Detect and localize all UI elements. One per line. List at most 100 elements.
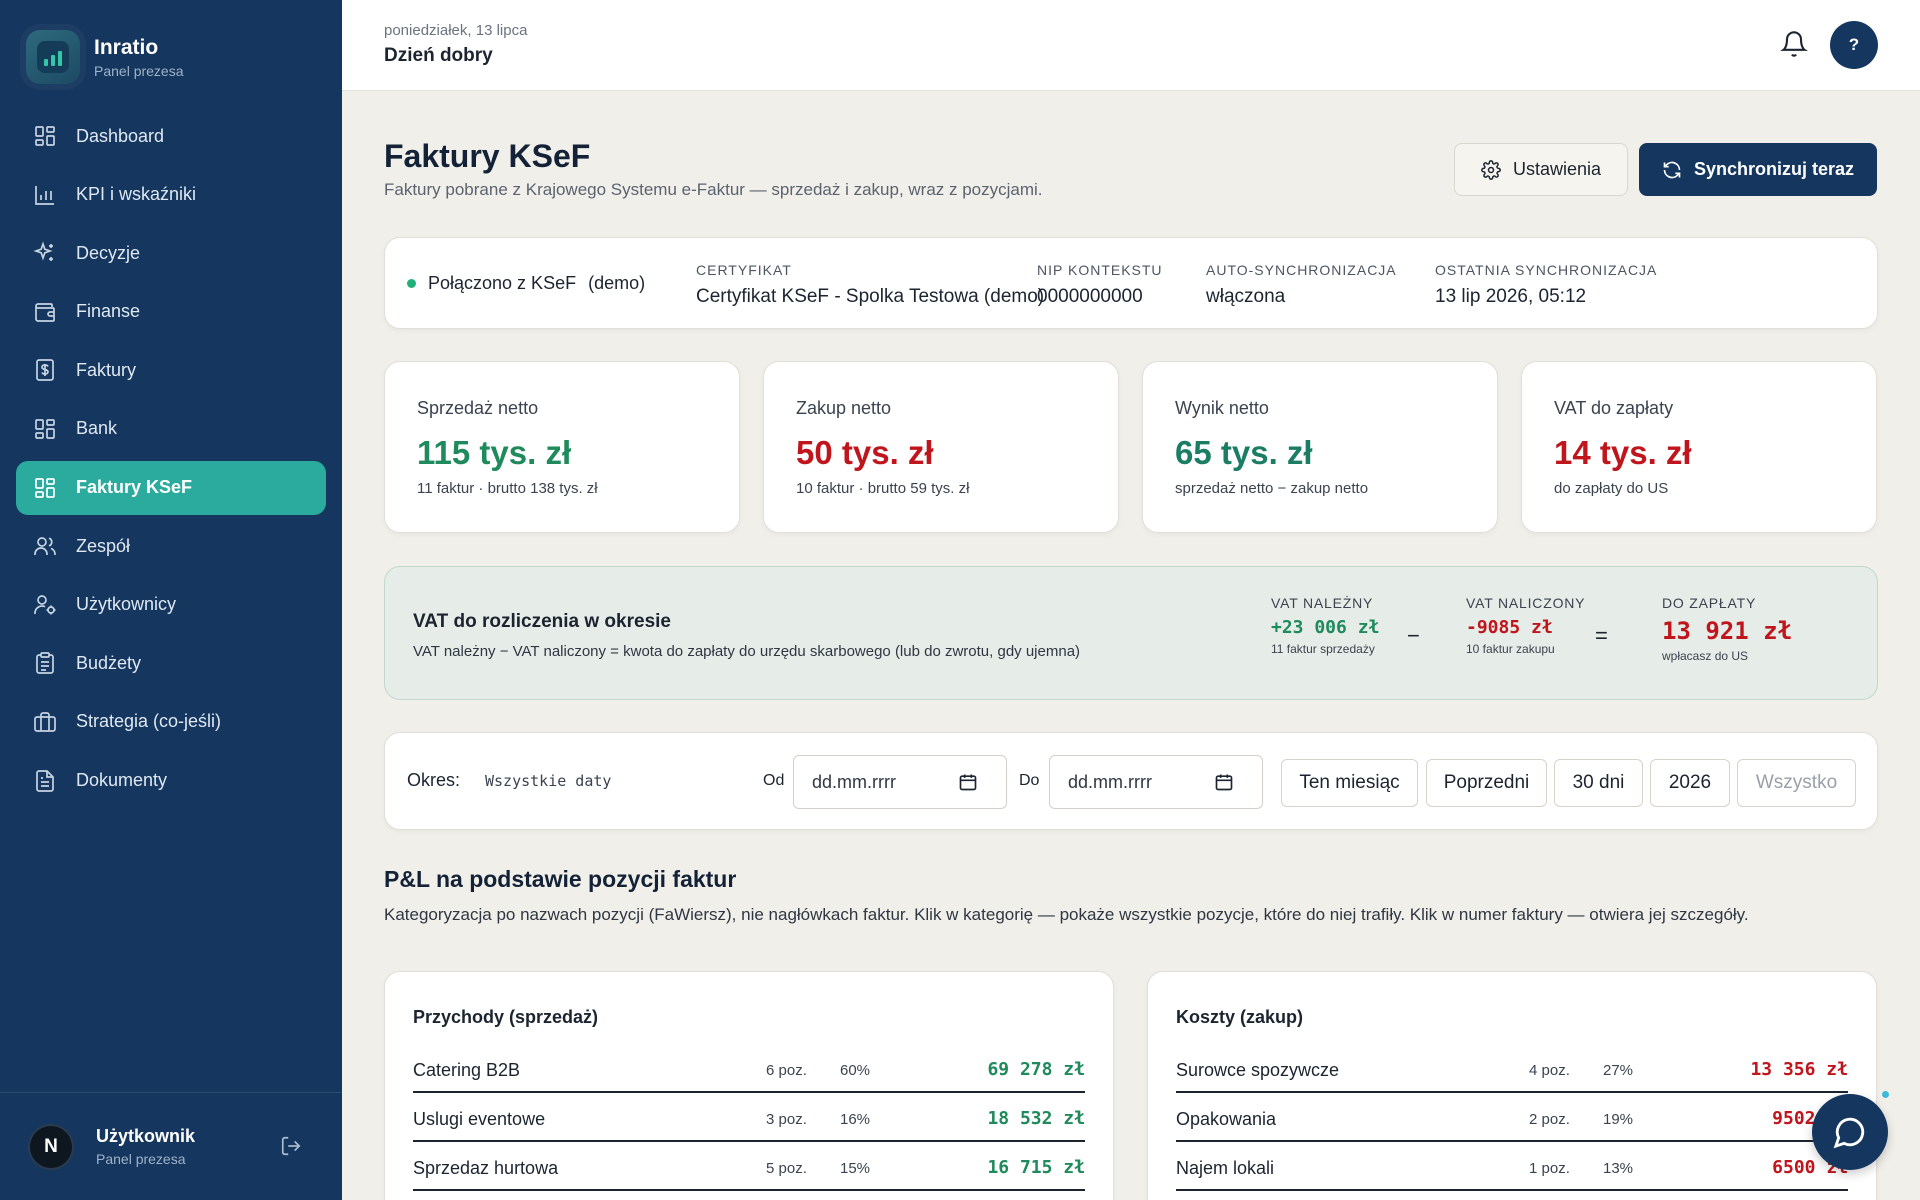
category-percent: 16%	[840, 1111, 871, 1128]
chip-year[interactable]: 2026	[1650, 759, 1730, 807]
category-row[interactable]: Surowce spozywcze 4 poz. 27% 13 356 zł	[1176, 1044, 1848, 1093]
category-amount: 69 278 zł	[987, 1059, 1085, 1080]
sidebar-item-users[interactable]: Użytkownicy	[16, 578, 326, 632]
category-row[interactable]: Catering B2B 6 poz. 60% 69 278 zł	[413, 1044, 1085, 1093]
certificate-label: CERTYFIKAT	[696, 262, 792, 278]
revenue-title: Przychody (sprzedaż)	[413, 1007, 599, 1027]
gear-icon	[1481, 159, 1501, 180]
category-name: Najem lokali	[1176, 1158, 1275, 1178]
sidebar-item-label: Użytkownicy	[76, 594, 177, 615]
sidebar: Inratio Panel prezesa Dashboard KPI i ws…	[0, 0, 342, 1200]
category-name: Sprzedaz hurtowa	[413, 1158, 559, 1178]
kpi-card-net-result[interactable]: Wynik netto 65 tys. zł sprzedaż netto − …	[1142, 361, 1498, 533]
brand[interactable]: Inratio Panel prezesa	[26, 30, 184, 84]
clipboard-icon	[32, 650, 58, 676]
sidebar-item-label: Decyzje	[76, 242, 141, 263]
sidebar-item-finance[interactable]: Finanse	[16, 285, 326, 339]
category-name: Surowce spozywcze	[1176, 1060, 1340, 1080]
settings-button[interactable]: Ustawienia	[1454, 143, 1628, 196]
category-count: 3 poz.	[766, 1111, 807, 1128]
category-percent: 19%	[1603, 1111, 1634, 1128]
sync-now-button[interactable]: Synchronizuj teraz	[1639, 143, 1877, 196]
sidebar-item-invoices[interactable]: Faktury	[16, 343, 326, 397]
nip-label: NIP KONTEKSTU	[1037, 262, 1163, 278]
costs-card: Koszty (zakup) Surowce spozywcze 4 poz. …	[1147, 971, 1877, 1200]
sidebar-item-kpi[interactable]: KPI i wskaźniki	[16, 168, 326, 222]
autosync-value: włączona	[1206, 286, 1286, 307]
topbar: poniedziałek, 13 lipca Dzień dobry ?	[342, 0, 1920, 91]
nip-info: NIP KONTEKSTU 0000000000	[1037, 262, 1163, 308]
chip-30-days[interactable]: 30 dni	[1554, 759, 1643, 807]
sidebar-item-strategy[interactable]: Strategia (co-jeśli)	[16, 695, 326, 749]
sync-label: Synchronizuj teraz	[1693, 159, 1855, 179]
vat-title: VAT do rozliczenia w okresie	[413, 611, 671, 632]
help-button[interactable]: ?	[1830, 21, 1878, 69]
category-percent: 13%	[1603, 1160, 1634, 1177]
chat-button[interactable]	[1812, 1094, 1888, 1170]
connection-mode: (demo)	[588, 273, 646, 293]
sidebar-item-team[interactable]: Zespół	[16, 519, 326, 573]
user-name: Użytkownik	[96, 1126, 196, 1146]
settings-label: Ustawienia	[1512, 159, 1602, 179]
sidebar-item-label: Strategia (co-jeśli)	[76, 711, 222, 732]
sidebar-item-label: Dashboard	[76, 125, 165, 146]
sparkles-icon	[32, 240, 58, 266]
kpi-card-sales[interactable]: Sprzedaż netto 115 tys. zł 11 faktur · b…	[384, 361, 740, 533]
kpi-label: Zakup netto	[796, 398, 892, 418]
users-icon	[32, 533, 58, 559]
date-to-placeholder: dd.mm.rrrr	[1068, 771, 1152, 792]
category-amount: 16 715 zł	[987, 1157, 1085, 1178]
kpi-label: Sprzedaż netto	[417, 398, 539, 418]
bell-icon[interactable]	[1780, 30, 1810, 60]
ksef-status-card: Połączono z KSeF (demo) CERTYFIKAT Certy…	[384, 237, 1878, 329]
vat-input-label: VAT NALICZONY	[1466, 595, 1586, 611]
kpi-note: do zapłaty do US	[1554, 480, 1669, 497]
brand-name: Inratio	[94, 35, 159, 59]
invoice-dollar-icon	[32, 357, 58, 383]
logout-icon[interactable]	[280, 1135, 306, 1161]
kpi-value: 65 tys. zł	[1175, 434, 1313, 471]
chip-previous[interactable]: Poprzedni	[1426, 759, 1547, 807]
kpi-card-purchases[interactable]: Zakup netto 50 tys. zł 10 faktur · brutt…	[763, 361, 1119, 533]
date-from-input[interactable]: dd.mm.rrrr	[793, 755, 1007, 809]
chip-all[interactable]: Wszystko	[1737, 759, 1856, 807]
chat-bubble-icon	[1833, 1117, 1865, 1149]
category-count: 2 poz.	[1529, 1111, 1570, 1128]
lastsync-info: OSTATNIA SYNCHRONIZACJA 13 lip 2026, 05:…	[1435, 262, 1657, 308]
kpi-card-vat[interactable]: VAT do zapłaty 14 tys. zł do zapłaty do …	[1521, 361, 1877, 533]
sidebar-item-dashboard[interactable]: Dashboard	[16, 109, 326, 163]
sidebar-item-decisions[interactable]: Decyzje	[16, 226, 326, 280]
sidebar-item-budgets[interactable]: Budżety	[16, 636, 326, 690]
sidebar-item-label: Bank	[76, 418, 118, 439]
kpi-value: 50 tys. zł	[796, 434, 934, 471]
autosync-info: AUTO-SYNCHRONIZACJA włączona	[1206, 262, 1397, 308]
nip-value: 0000000000	[1037, 286, 1143, 307]
bar-chart-icon	[32, 182, 58, 208]
sidebar-item-label: KPI i wskaźniki	[76, 184, 197, 205]
chip-this-month[interactable]: Ten miesiąc	[1281, 759, 1418, 807]
sidebar-item-label: Faktury KSeF	[76, 477, 193, 498]
sidebar-item-documents[interactable]: Dokumenty	[16, 754, 326, 808]
period-label: Okres:	[407, 770, 461, 790]
category-row[interactable]: Sprzedaz hurtowa 5 poz. 15% 16 715 zł	[413, 1142, 1085, 1191]
current-date: poniedziałek, 13 lipca	[384, 22, 528, 39]
sidebar-item-bank[interactable]: Bank	[16, 402, 326, 456]
revenue-card: Przychody (sprzedaż) Catering B2B 6 poz.…	[384, 971, 1114, 1200]
category-percent: 60%	[840, 1062, 871, 1079]
date-to-input[interactable]: dd.mm.rrrr	[1049, 755, 1263, 809]
grid-icon	[32, 123, 58, 149]
category-count: 6 poz.	[766, 1062, 807, 1079]
date-from-placeholder: dd.mm.rrrr	[812, 771, 896, 792]
category-row[interactable]: Uslugi eventowe 3 poz. 16% 18 532 zł	[413, 1093, 1085, 1142]
brand-subtitle: Panel prezesa	[94, 62, 184, 79]
avatar[interactable]: N	[28, 1123, 74, 1170]
period-filter-card: Okres: Wszystkie daty Od dd.mm.rrrr Do d…	[384, 732, 1878, 830]
category-amount: 18 532 zł	[987, 1108, 1085, 1129]
grid-icon	[32, 475, 58, 501]
user-role: Panel prezesa	[96, 1151, 186, 1167]
category-row[interactable]: Opakowania 2 poz. 19% 9502 zł	[1176, 1093, 1848, 1142]
category-name: Opakowania	[1176, 1109, 1277, 1129]
category-row[interactable]: Najem lokali 1 poz. 13% 6500 zł	[1176, 1142, 1848, 1191]
sidebar-item-ksef-invoices[interactable]: Faktury KSeF	[16, 460, 326, 515]
category-count: 1 poz.	[1529, 1160, 1570, 1177]
